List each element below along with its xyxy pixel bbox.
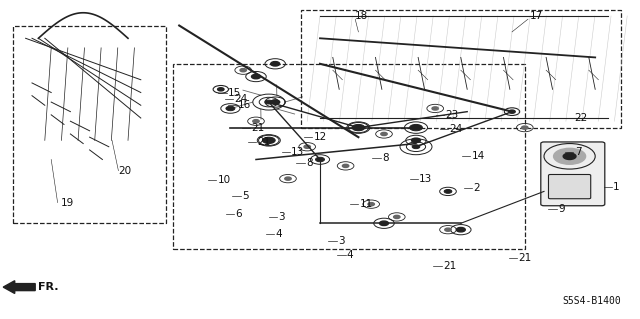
Text: 4: 4 [347, 250, 353, 260]
Circle shape [304, 145, 310, 148]
Circle shape [432, 107, 438, 110]
Text: 17: 17 [530, 11, 543, 21]
Text: 3: 3 [278, 212, 285, 222]
Circle shape [342, 164, 349, 167]
Circle shape [271, 100, 280, 104]
Circle shape [316, 157, 324, 162]
Text: 21: 21 [518, 253, 532, 263]
Text: 3: 3 [338, 236, 344, 246]
Circle shape [252, 74, 260, 79]
Text: 21: 21 [443, 261, 456, 271]
Circle shape [445, 228, 451, 231]
Text: 13: 13 [291, 146, 305, 157]
Text: 20: 20 [118, 166, 132, 176]
Text: S5S4-B1400: S5S4-B1400 [562, 296, 621, 306]
Text: 24: 24 [234, 94, 248, 104]
FancyBboxPatch shape [548, 174, 591, 199]
Text: 6: 6 [236, 209, 242, 219]
Text: 15: 15 [228, 87, 241, 98]
Text: FR.: FR. [38, 282, 59, 292]
Circle shape [285, 177, 291, 180]
Text: 4: 4 [275, 229, 282, 240]
Text: 5: 5 [242, 191, 248, 201]
Circle shape [354, 125, 363, 130]
Circle shape [218, 88, 224, 91]
Text: 10: 10 [218, 175, 231, 185]
Text: 14: 14 [472, 151, 485, 161]
Circle shape [262, 137, 275, 144]
Circle shape [412, 145, 420, 149]
Circle shape [522, 126, 528, 129]
Circle shape [271, 62, 280, 66]
FancyBboxPatch shape [541, 142, 605, 206]
Circle shape [563, 153, 576, 160]
Text: 23: 23 [445, 110, 459, 120]
Text: 24: 24 [449, 124, 463, 134]
Text: 18: 18 [355, 11, 369, 21]
Text: 2: 2 [474, 183, 480, 193]
Text: 13: 13 [419, 174, 433, 184]
Circle shape [554, 148, 586, 164]
Text: 21: 21 [257, 137, 271, 147]
Text: 11: 11 [360, 199, 373, 209]
Text: 7: 7 [575, 146, 581, 157]
Circle shape [264, 138, 273, 143]
Circle shape [381, 132, 387, 136]
Circle shape [444, 189, 452, 193]
Text: 16: 16 [238, 100, 252, 110]
Circle shape [509, 110, 515, 113]
Text: 1: 1 [613, 182, 620, 192]
Circle shape [265, 100, 273, 104]
Circle shape [410, 124, 422, 131]
Circle shape [368, 203, 374, 206]
FancyArrow shape [3, 281, 35, 293]
Text: 12: 12 [314, 132, 327, 142]
Circle shape [226, 106, 235, 111]
Circle shape [253, 120, 259, 123]
Text: 19: 19 [61, 197, 74, 208]
Circle shape [394, 215, 400, 219]
Text: 8: 8 [382, 153, 388, 163]
Circle shape [412, 138, 420, 143]
Text: 22: 22 [574, 113, 588, 123]
Circle shape [240, 69, 246, 72]
Text: 8: 8 [306, 158, 312, 168]
Circle shape [380, 221, 388, 226]
Circle shape [352, 124, 365, 131]
Circle shape [456, 227, 465, 232]
Text: 21: 21 [252, 122, 265, 133]
Text: 9: 9 [558, 204, 564, 214]
